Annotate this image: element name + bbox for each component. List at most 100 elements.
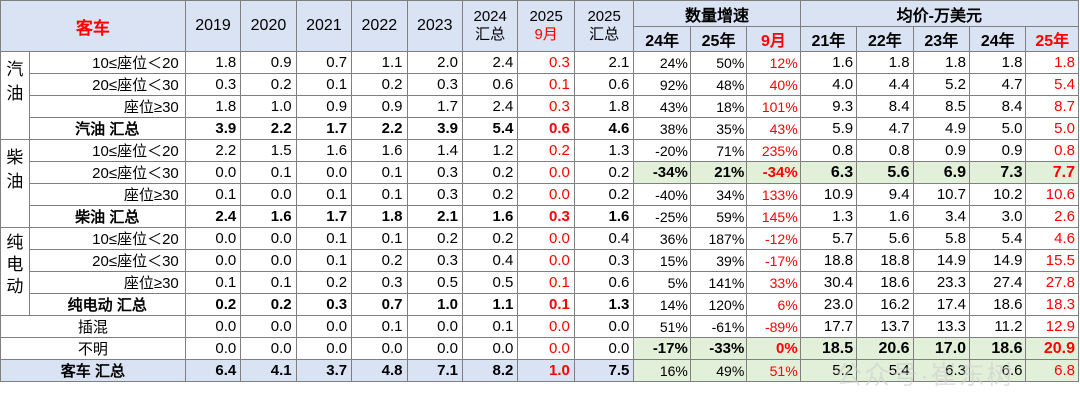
price-cell: 7.7 — [1025, 161, 1079, 184]
volume-cell: 0.3 — [406, 183, 463, 206]
volume-cell: 1.6 — [240, 205, 297, 228]
volume-cell: 0.0 — [295, 337, 353, 360]
price-cell: 5.0 — [1025, 117, 1079, 140]
group-label-ev: 纯电动 — [0, 227, 30, 316]
volume-cell: 0.1 — [517, 73, 575, 96]
volume-cell: 0.2 — [461, 227, 519, 250]
price-cell: 5.2 — [799, 359, 858, 382]
volume-cell: 0.0 — [240, 183, 297, 206]
volume-cell: 0.1 — [295, 73, 353, 96]
price-cell: 3.4 — [912, 205, 971, 228]
volume-cell: 2.0 — [406, 51, 463, 74]
row-label: 10≤座位＜20 — [28, 139, 186, 162]
volume-cell: 1.2 — [461, 139, 519, 162]
price-cell: 23.0 — [799, 293, 858, 316]
price-cell: 12.9 — [1025, 315, 1079, 338]
volume-cell: 0.0 — [517, 183, 575, 206]
volume-cell: 0.1 — [517, 293, 575, 316]
year-2024-total-header: 2024 汇总 — [461, 0, 519, 52]
growth-cell: 101% — [746, 95, 801, 118]
volume-cell: 0.2 — [461, 183, 519, 206]
growth-cell: 6% — [746, 293, 801, 316]
price-cell: 1.8 — [1025, 51, 1079, 74]
price-cell: 0.8 — [1025, 139, 1079, 162]
row-label: 纯电动 汇总 — [28, 293, 186, 316]
volume-cell: 2.4 — [184, 205, 242, 228]
growth-25-header: 25年 — [689, 26, 748, 52]
growth-cell: 39% — [689, 249, 748, 272]
row-label: 座位≥30 — [28, 95, 186, 118]
growth-cell: 59% — [689, 205, 748, 228]
growth-cell: -20% — [633, 139, 691, 162]
growth-cell: 34% — [689, 183, 748, 206]
growth-cell: 18% — [689, 95, 748, 118]
volume-cell: 0.1 — [351, 161, 408, 184]
volume-cell: 0.2 — [240, 293, 297, 316]
growth-cell: 35% — [689, 117, 748, 140]
price-cell: 18.6 — [969, 293, 1027, 316]
price-cell: 30.4 — [799, 271, 858, 294]
growth-sep-header: 9月 — [746, 26, 801, 52]
price-cell: 3.0 — [969, 205, 1027, 228]
growth-cell: 14% — [633, 293, 691, 316]
volume-cell: 2.4 — [461, 51, 519, 74]
volume-cell: 0.3 — [573, 249, 635, 272]
volume-cell: 0.2 — [351, 249, 408, 272]
price-cell: 18.8 — [856, 249, 914, 272]
price-cell: 7.3 — [969, 161, 1027, 184]
row-label: 插混 — [0, 315, 186, 338]
volume-cell: 0.0 — [517, 227, 575, 250]
table-row: 纯电动 10≤座位＜20 0.0 0.0 0.1 0.1 0.2 0.2 0.0 0.4 36% 18… — [0, 227, 1079, 316]
growth-cell: -34% — [633, 161, 691, 184]
growth-cell: 12% — [746, 51, 801, 74]
volume-cell: 2.2 — [184, 139, 242, 162]
price-cell: 5.8 — [912, 227, 971, 250]
price-cell: 15.5 — [1025, 249, 1079, 272]
price-cell: 8.4 — [856, 95, 914, 118]
table-row: 20≤座位＜30 0.3 0.2 0.1 0.2 0.3 0.6 0.1 0.6 92% 48% 40… — [1, 73, 1079, 96]
volume-cell: 0.0 — [517, 315, 575, 338]
row-label: 20≤座位＜30 — [28, 73, 186, 96]
volume-cell: 1.4 — [406, 139, 463, 162]
growth-cell: 43% — [746, 117, 801, 140]
growth-cell: -12% — [746, 227, 801, 250]
group-label-diesel: 柴油 — [0, 139, 30, 228]
volume-cell: 2.2 — [351, 117, 408, 140]
growth-cell: 187% — [689, 227, 748, 250]
volume-cell: 0.2 — [517, 139, 575, 162]
year-2020-header: 2020 — [240, 0, 297, 52]
volume-cell: 1.8 — [184, 95, 242, 118]
price-cell: 0.8 — [799, 139, 858, 162]
volume-cell: 7.5 — [573, 359, 635, 382]
volume-cell: 0.0 — [240, 249, 297, 272]
growth-cell: -17% — [633, 337, 691, 360]
volume-cell: 1.1 — [461, 293, 519, 316]
price-cell: 17.0 — [912, 337, 971, 360]
volume-cell: 0.1 — [295, 249, 353, 272]
growth-cell: 33% — [746, 271, 801, 294]
table-row: 座位≥30 1.8 1.0 0.9 0.9 1.7 2.4 0.3 1.8 43% 18% 101% 9… — [1, 95, 1079, 118]
volume-cell: 4.6 — [573, 117, 635, 140]
row-label: 10≤座位＜20 — [28, 51, 186, 74]
price-cell: 18.6 — [969, 337, 1027, 360]
price-cell: 5.2 — [912, 73, 971, 96]
volume-cell: 3.9 — [184, 117, 242, 140]
volume-cell: 1.6 — [351, 139, 408, 162]
volume-cell: 0.3 — [517, 51, 575, 74]
price-cell: 20.6 — [856, 337, 914, 360]
volume-cell: 7.1 — [406, 359, 463, 382]
volume-cell: 0.0 — [351, 337, 408, 360]
table-row: 插混 0.0 0.0 0.0 0.1 0.0 0.1 0.0 0.0 51% -61% -89% 17.… — [0, 315, 1079, 338]
volume-cell: 0.1 — [184, 183, 242, 206]
growth-cell: -89% — [746, 315, 801, 338]
volume-cell: 0.0 — [406, 337, 463, 360]
price-24-header: 24年 — [969, 26, 1027, 52]
volume-cell: 0.3 — [406, 73, 463, 96]
price-cell: 9.4 — [856, 183, 914, 206]
price-cell: 4.7 — [969, 73, 1027, 96]
volume-cell: 0.0 — [573, 315, 635, 338]
volume-cell: 1.8 — [184, 51, 242, 74]
price-cell: 10.7 — [912, 183, 971, 206]
table-row: 20≤座位＜30 0.0 0.1 0.0 0.1 0.3 0.2 0.0 0.2 -34% 21% -… — [1, 161, 1079, 184]
